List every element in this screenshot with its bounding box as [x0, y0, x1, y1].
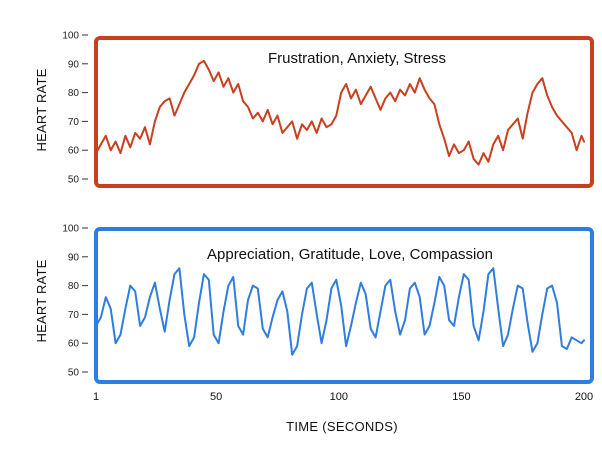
x-tick-label: 50 — [210, 391, 222, 403]
x-tick-label: 200 — [575, 391, 593, 403]
y-tick-label: 100 — [62, 224, 79, 235]
panel-stress-y-axis: 50 60 70 80 90 100 — [62, 31, 88, 186]
y-tick-label: 50 — [68, 175, 80, 186]
panel-appreciation-title: Appreciation, Gratitude, Love, Compassio… — [207, 246, 493, 263]
x-tick-label: 150 — [452, 391, 470, 403]
y-tick-label: 50 — [68, 368, 80, 379]
x-tick-label: 100 — [330, 391, 348, 403]
time-x-axis: 1 50 100 150 200 — [93, 391, 593, 403]
y-tick-label: 70 — [68, 310, 80, 321]
panel-stress-y-label: HEART RATE — [34, 68, 49, 151]
y-tick-label: 100 — [62, 31, 79, 42]
panel-appreciation-y-label: HEART RATE — [34, 259, 49, 342]
panel-appreciation-y-axis: 50 60 70 80 90 100 — [62, 224, 88, 379]
y-tick-label: 80 — [68, 281, 80, 292]
panel-stress-title: Frustration, Anxiety, Stress — [268, 50, 446, 67]
x-axis-label: TIME (SECONDS) — [286, 419, 398, 434]
panel-stress-line — [95, 59, 585, 166]
y-tick-label: 70 — [68, 117, 80, 128]
y-tick-label: 80 — [68, 88, 80, 99]
panel-appreciation-line — [95, 267, 585, 356]
x-tick-label: 1 — [93, 391, 99, 403]
y-tick-label: 90 — [68, 252, 80, 263]
panel-stress: Frustration, Anxiety, Stress 50 60 70 80 90 1… — [34, 31, 594, 188]
y-tick-label: 60 — [68, 146, 80, 157]
panel-appreciation: Appreciation, Gratitude, Love, Compassio… — [34, 224, 594, 384]
y-tick-label: 60 — [68, 339, 80, 350]
panel-appreciation-frame — [94, 227, 594, 384]
y-tick-label: 90 — [68, 59, 80, 70]
